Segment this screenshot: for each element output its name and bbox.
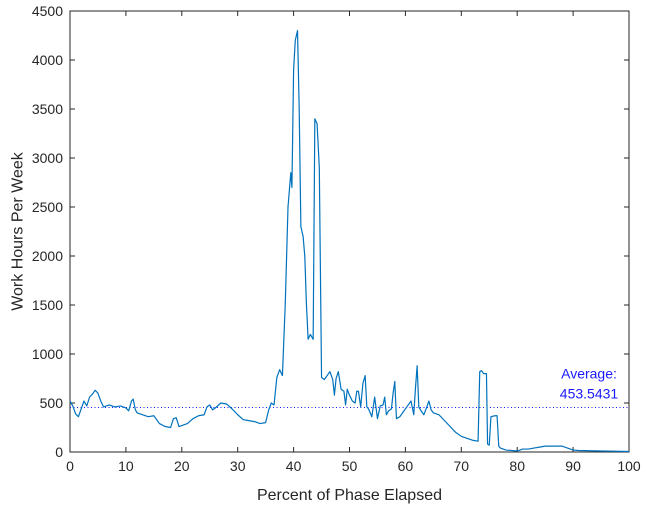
y-tick-label: 2500	[32, 199, 63, 215]
x-tick-label: 80	[509, 458, 525, 474]
y-axis-label: Work Hours Per Week	[10, 151, 27, 311]
y-tick-label: 0	[55, 444, 63, 460]
x-tick-label: 20	[174, 458, 190, 474]
y-tick-label: 2000	[32, 248, 63, 264]
x-axis-label: Percent of Phase Elapsed	[257, 487, 442, 504]
x-tick-label: 50	[342, 458, 358, 474]
x-tick-label: 30	[230, 458, 246, 474]
y-tick-label: 4000	[32, 52, 63, 68]
x-tick-label: 70	[454, 458, 470, 474]
series-line	[69, 30, 630, 453]
y-tick-label: 500	[40, 395, 64, 411]
x-tick-label: 100	[617, 458, 641, 474]
x-tick-label: 0	[66, 458, 74, 474]
y-tick-label: 1000	[32, 346, 63, 362]
y-tick-label: 3000	[32, 150, 63, 166]
x-tick-label: 40	[286, 458, 302, 474]
x-tick-label: 10	[118, 458, 134, 474]
average-value: 453.5431	[560, 386, 619, 402]
y-tick-label: 4500	[32, 3, 63, 19]
x-tick-label: 90	[565, 458, 581, 474]
y-tick-label: 3500	[32, 101, 63, 117]
x-tick-label: 60	[398, 458, 414, 474]
average-label: Average:	[561, 366, 617, 382]
plot-area	[69, 10, 630, 453]
y-tick-label: 1500	[32, 297, 63, 313]
